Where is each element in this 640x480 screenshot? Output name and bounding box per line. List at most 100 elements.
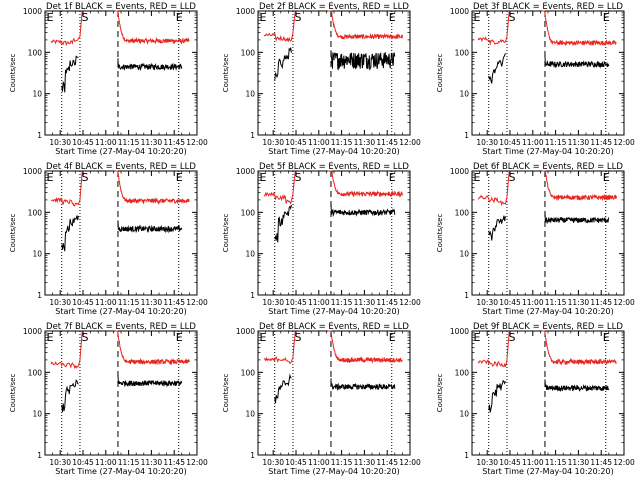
y-tick-label: 1 [250, 451, 255, 460]
y-tick-label: 10 [32, 250, 42, 259]
events-series-line [544, 55, 610, 69]
x-tick-label: 10:45 [72, 298, 94, 307]
interval-marker: E [389, 171, 396, 184]
y-tick-label: 1 [37, 451, 42, 460]
events-series-line [274, 204, 292, 243]
lld-series-line [263, 10, 296, 43]
lld-series-line [50, 170, 83, 207]
events-series-line [488, 379, 506, 413]
y-tick-label: 100 [241, 368, 256, 377]
interval-marker: E [389, 11, 396, 24]
interval-marker: E [474, 11, 481, 24]
lld-series-line [114, 10, 190, 46]
y-tick-label: 10 [245, 90, 255, 99]
events-series-line [330, 378, 396, 391]
events-series-line [330, 203, 396, 218]
y-tick-label: 1 [464, 131, 469, 140]
lld-series-line [477, 10, 510, 46]
x-tick-label: 12:00 [613, 138, 635, 147]
x-tick-label: 10:45 [72, 458, 94, 467]
y-tick-label: 1000 [23, 167, 42, 176]
y-tick-label: 100 [28, 208, 43, 217]
chart-panel: Det 2f BLACK = Events, RED = LLD 1 10 100 10… [222, 2, 421, 156]
y-tick-label: 10 [32, 90, 42, 99]
x-tick-label: 10:30 [476, 138, 498, 147]
x-tick-label: 12:00 [399, 138, 421, 147]
y-axis-label: Counts/sec [222, 214, 230, 253]
interval-marker: S [294, 11, 301, 24]
chart-panel: Det 5f BLACK = Events, RED = LLD 1 10 100 10… [222, 162, 421, 316]
y-axis-label: Counts/sec [9, 214, 17, 253]
x-tick-label: 11:30 [141, 458, 163, 467]
lld-series-line [477, 330, 510, 368]
chart-title: Det 7f BLACK = Events, RED = LLD [46, 322, 196, 332]
x-tick-label: 11:15 [331, 458, 353, 467]
x-axis-label: Start Time (27-May-04 10:20:20) [55, 467, 186, 476]
y-tick-label: 1000 [236, 327, 255, 336]
y-tick-label: 1 [37, 291, 42, 300]
events-series-line [274, 47, 292, 81]
x-tick-label: 11:00 [308, 138, 330, 147]
y-tick-label: 1000 [236, 7, 255, 16]
events-series-line [330, 50, 396, 71]
x-tick-label: 12:00 [399, 458, 421, 467]
x-axis-label: Start Time (27-May-04 10:20:20) [55, 307, 186, 316]
x-tick-label: 11:30 [141, 138, 163, 147]
x-tick-label: 11:15 [331, 298, 353, 307]
interval-marker: E [603, 331, 610, 344]
y-tick-label: 10 [245, 250, 255, 259]
y-tick-label: 100 [28, 48, 43, 57]
interval-marker: E [176, 171, 183, 184]
interval-marker: E [260, 331, 267, 344]
x-tick-label: 11:00 [95, 298, 117, 307]
chart-title: Det 8f BLACK = Events, RED = LLD [259, 322, 409, 332]
chart-panel: Det 8f BLACK = Events, RED = LLD 1 10 100 10… [222, 322, 421, 476]
interval-marker: E [47, 171, 54, 184]
y-tick-label: 10 [459, 250, 469, 259]
x-tick-label: 11:00 [95, 138, 117, 147]
interval-marker: E [603, 171, 610, 184]
lld-series-line [263, 170, 296, 205]
lld-series-line [50, 10, 83, 47]
interval-marker: S [508, 331, 515, 344]
x-tick-label: 11:30 [141, 298, 163, 307]
events-series-line [488, 53, 506, 84]
lld-series-line [541, 10, 617, 47]
x-tick-label: 10:30 [476, 298, 498, 307]
interval-marker: E [474, 331, 481, 344]
x-tick-label: 10:30 [262, 458, 284, 467]
x-tick-label: 12:00 [186, 298, 208, 307]
interval-marker: S [81, 171, 88, 184]
x-tick-label: 11:45 [590, 458, 612, 467]
x-tick-label: 11:45 [590, 138, 612, 147]
y-tick-label: 1 [37, 131, 42, 140]
x-tick-label: 11:45 [163, 298, 185, 307]
x-tick-label: 11:45 [163, 458, 185, 467]
x-axis-label: Start Time (27-May-04 10:20:20) [55, 147, 186, 156]
chart-title: Det 6f BLACK = Events, RED = LLD [473, 162, 623, 172]
chart-panel: Det 4f BLACK = Events, RED = LLD 1 10 100 10… [9, 162, 208, 316]
x-tick-label: 11:00 [522, 138, 544, 147]
interval-marker: S [294, 331, 301, 344]
chart-title: Det 9f BLACK = Events, RED = LLD [473, 322, 623, 332]
plot-frame [471, 170, 625, 296]
y-tick-label: 1000 [236, 167, 255, 176]
x-axis-label: Start Time (27-May-04 10:20:20) [268, 307, 399, 316]
lld-series-line [327, 10, 403, 40]
chart-title: Det 5f BLACK = Events, RED = LLD [259, 162, 409, 172]
interval-marker: E [474, 171, 481, 184]
chart-title: Det 1f BLACK = Events, RED = LLD [46, 2, 196, 12]
x-tick-label: 11:45 [590, 298, 612, 307]
y-tick-label: 1000 [23, 7, 42, 16]
y-tick-label: 1 [464, 451, 469, 460]
interval-marker: E [389, 331, 396, 344]
y-tick-label: 1000 [450, 327, 469, 336]
y-tick-label: 100 [241, 208, 256, 217]
chart-panel: Det 7f BLACK = Events, RED = LLD 1 10 100 10… [9, 322, 208, 476]
x-axis-label: Start Time (27-May-04 10:20:20) [268, 147, 399, 156]
lld-series-line [114, 170, 190, 205]
interval-marker: E [260, 11, 267, 24]
lld-series-line [50, 330, 83, 370]
x-tick-label: 12:00 [613, 458, 635, 467]
chart-title: Det 3f BLACK = Events, RED = LLD [473, 2, 623, 12]
